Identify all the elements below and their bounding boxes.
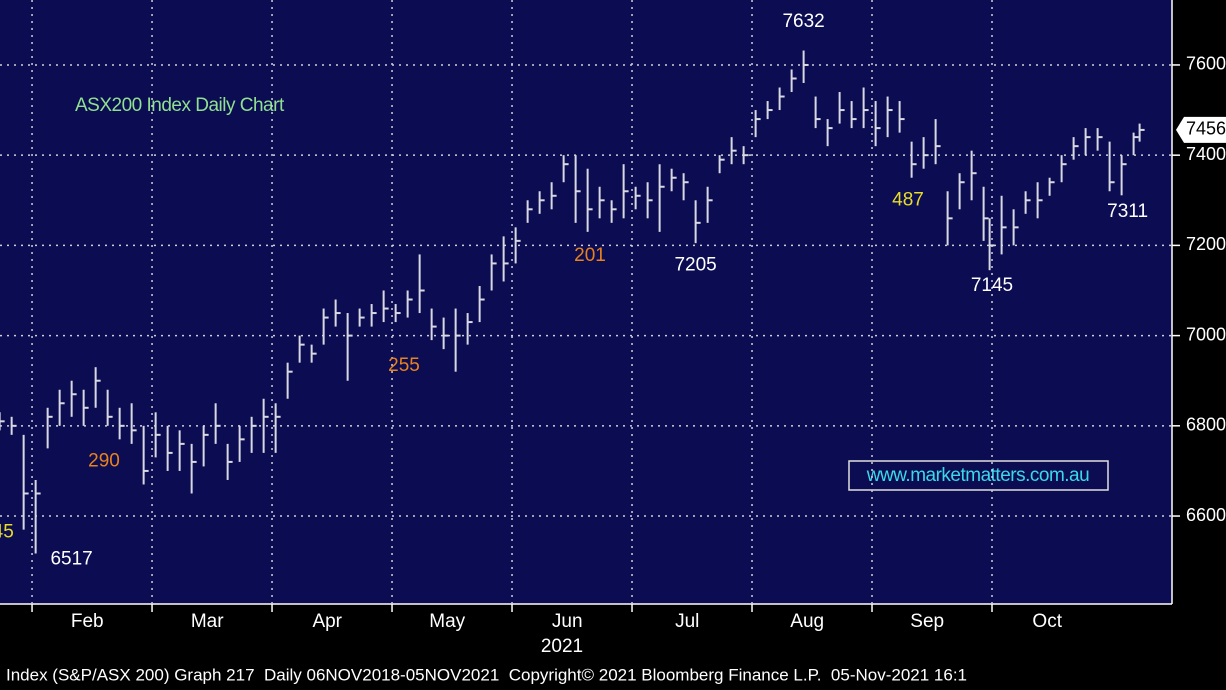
x-tick-label: Oct [1032,611,1062,632]
annotation: 7145 [971,275,1013,296]
annotation: 7311 [1107,201,1148,222]
y-tick-label: 7000 [1186,324,1226,344]
watermark: www.marketmatters.com.au [866,465,1089,486]
watermark-box [848,460,1109,491]
annotation: 45 [0,522,14,543]
x-tick-label: Sep [910,611,944,632]
x-tick-label: Apr [312,611,342,632]
annotation: 201 [574,245,606,266]
x-tick-label: Jun [552,611,583,632]
footer: Index (S&P/ASX 200) Graph 217 Daily 06NO… [6,665,967,684]
annotation: 290 [88,450,120,471]
year-label: 2021 [541,636,583,657]
y-tick-label: 7400 [1186,144,1226,164]
y-tick-label: 6600 [1186,505,1226,525]
x-tick-label: May [429,611,465,632]
last-price-box [1176,116,1226,143]
x-tick-label: Feb [71,611,104,632]
x-tick-label: Mar [191,611,224,632]
plot-area [0,0,1172,604]
annotation: 7205 [674,255,716,276]
annotation: 487 [892,189,924,210]
annotation: 255 [388,355,420,376]
annotation: 7632 [782,11,824,32]
y-tick-label: 7600 [1186,54,1226,74]
last-price-label: 7456 [1186,119,1226,139]
annotation: 6517 [50,548,92,569]
y-tick-label: 6800 [1186,415,1226,435]
chart-title: ASX200 Index Daily Chart [75,95,285,116]
x-tick-label: Jul [675,611,699,632]
x-tick-label: Aug [790,611,824,632]
y-tick-label: 7200 [1186,234,1226,254]
